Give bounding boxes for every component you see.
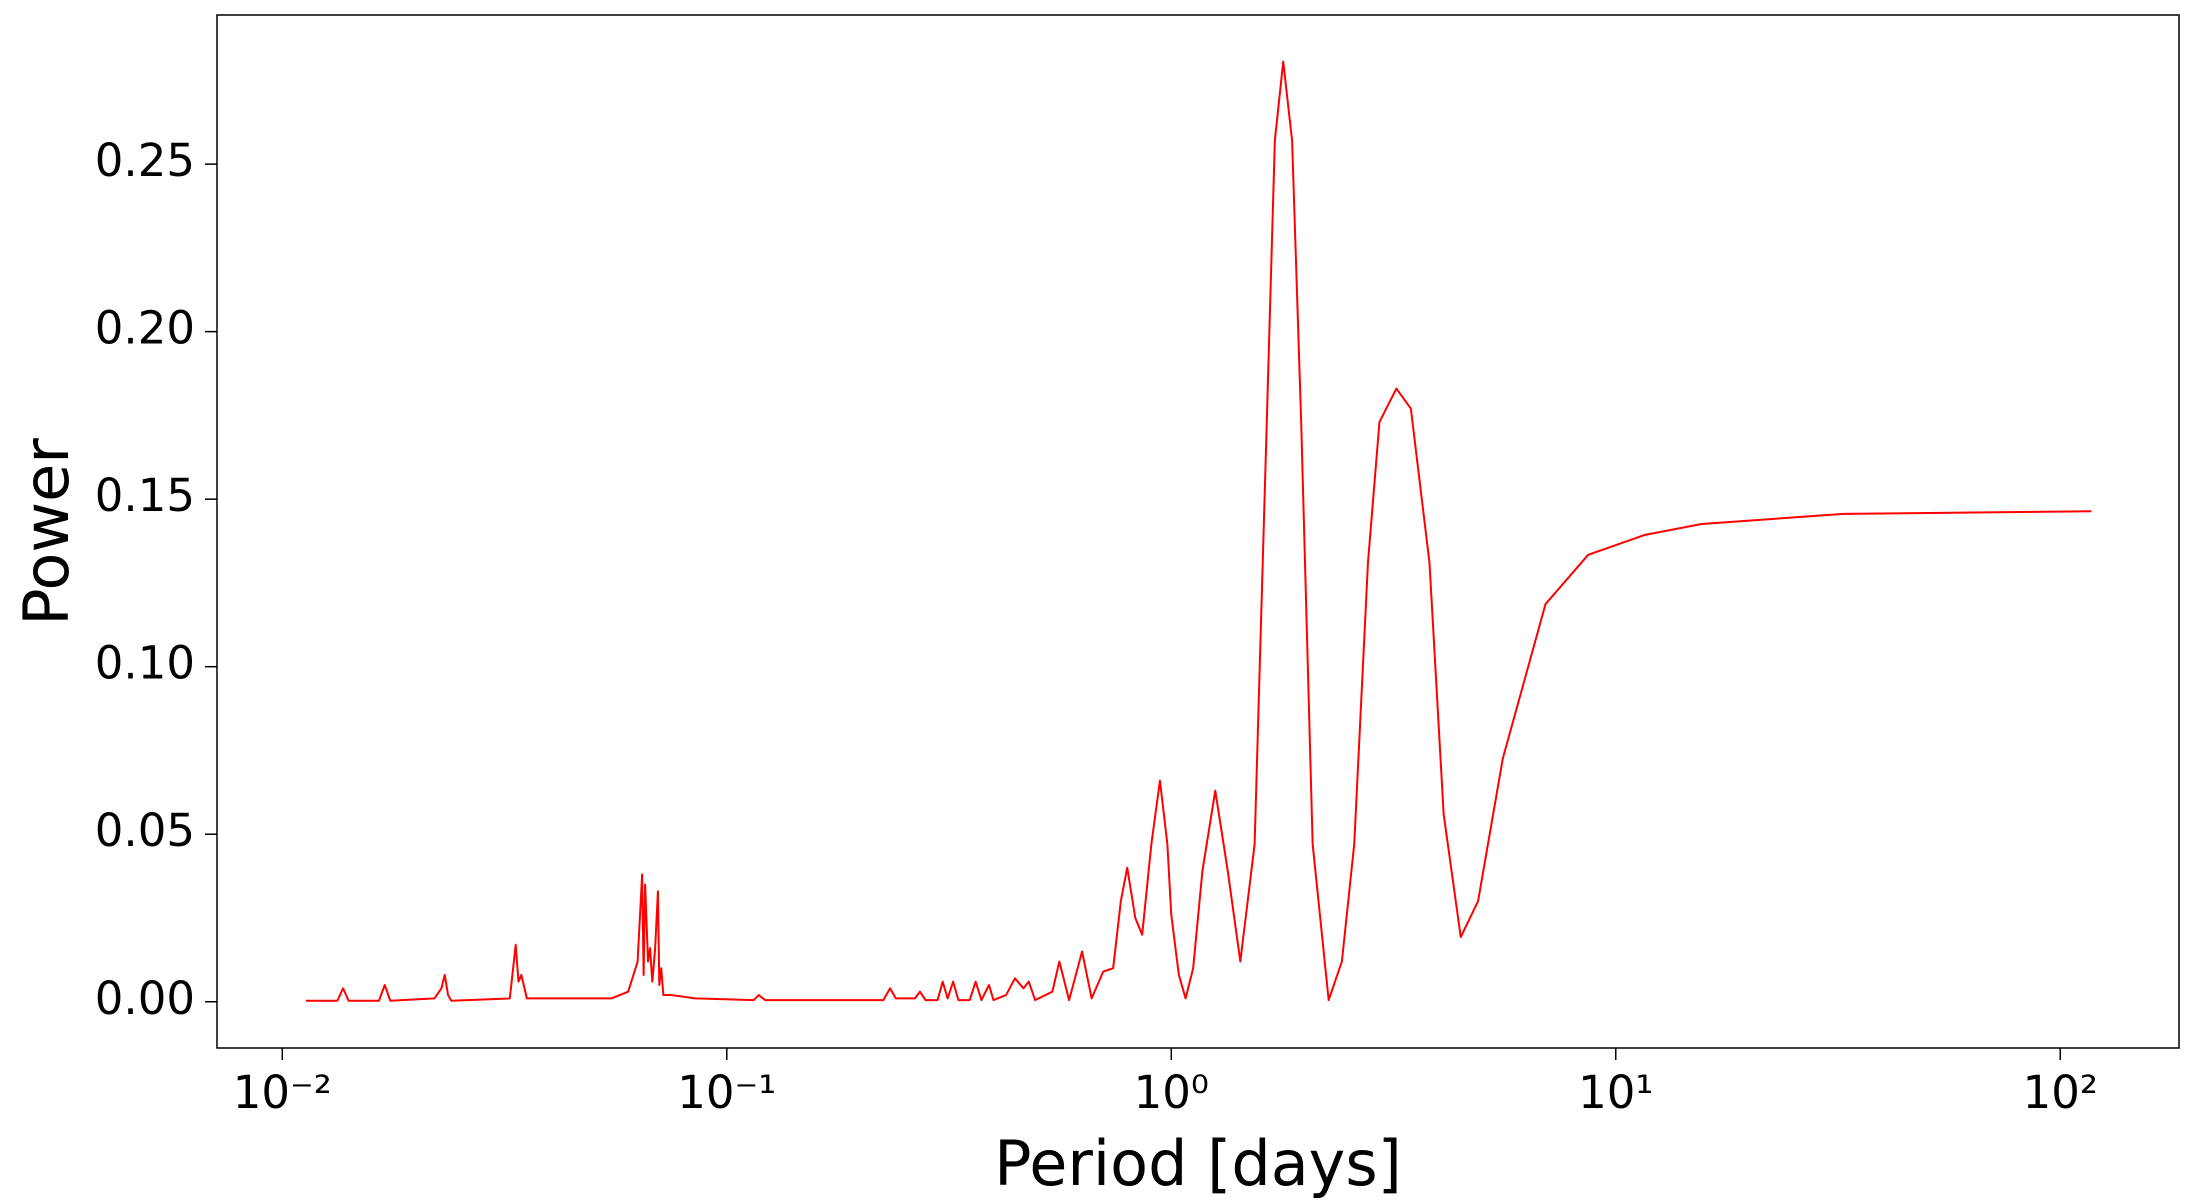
plot-frame <box>216 14 2180 1049</box>
y-tick-label: 0.00 <box>95 972 195 1025</box>
x-tick-label: 10⁰ <box>1134 1066 1209 1119</box>
x-axis-label: Period [days] <box>994 1127 1402 1200</box>
y-tick-label: 0.20 <box>95 302 195 355</box>
y-axis-label: Power <box>10 438 83 626</box>
x-tick-label: 10⁻² <box>233 1066 332 1119</box>
data-line <box>305 60 2092 1002</box>
y-tick-label: 0.25 <box>95 134 195 187</box>
x-tick-label: 10⁻¹ <box>677 1066 776 1119</box>
y-tick-label: 0.10 <box>95 637 195 690</box>
y-tick-label: 0.05 <box>95 804 195 857</box>
x-tick-label: 10² <box>2023 1066 2098 1119</box>
y-tick-label: 0.15 <box>95 469 195 522</box>
x-tick-label: 10¹ <box>1578 1066 1653 1119</box>
